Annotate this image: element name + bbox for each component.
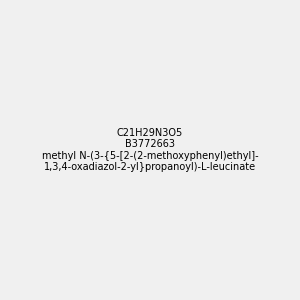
Text: C21H29N3O5
B3772663
methyl N-(3-{5-[2-(2-methoxyphenyl)ethyl]-
1,3,4-oxadiazol-2: C21H29N3O5 B3772663 methyl N-(3-{5-[2-(2… [42,128,258,172]
